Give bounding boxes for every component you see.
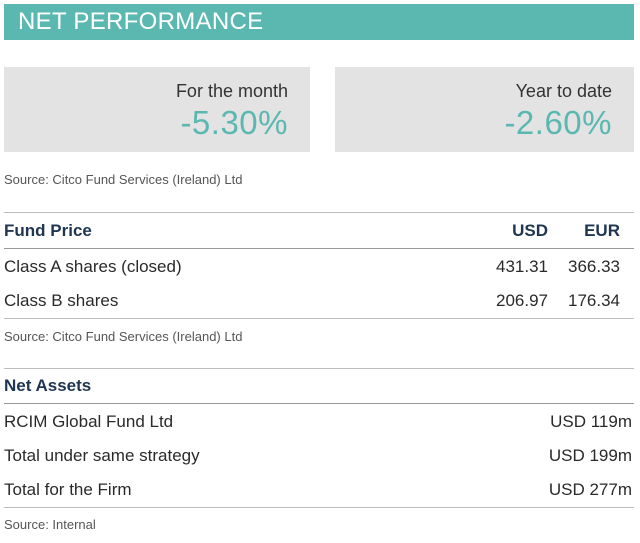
eur-price: 176.34 xyxy=(568,291,620,310)
divider xyxy=(4,248,634,249)
divider xyxy=(4,368,634,369)
col-eur-header: EUR xyxy=(584,221,620,240)
table-row: RCIM Global Fund Ltd USD 119m xyxy=(4,405,634,439)
performance-source: Source: Citco Fund Services (Ireland) Lt… xyxy=(4,172,243,187)
net-assets-source: Source: Internal xyxy=(4,517,96,532)
ytd-value: -2.60% xyxy=(504,104,612,141)
usd-price: 206.97 xyxy=(496,291,548,310)
month-performance-card: For the month -5.30% xyxy=(4,67,310,152)
divider xyxy=(4,212,634,213)
share-class-name: Class A shares (closed) xyxy=(4,257,182,276)
eur-price: 366.33 xyxy=(568,257,620,276)
usd-price: 431.31 xyxy=(496,257,548,276)
asset-name: RCIM Global Fund Ltd xyxy=(4,412,174,431)
asset-name: Total under same strategy xyxy=(4,446,200,465)
table-row: Total under same strategy USD 199m xyxy=(4,439,634,473)
month-label: For the month xyxy=(175,81,288,101)
ytd-label: Year to date xyxy=(515,81,612,101)
table-row: Total for the Firm USD 277m xyxy=(4,473,634,507)
month-value: -5.30% xyxy=(180,104,288,141)
fund-price-source: Source: Citco Fund Services (Ireland) Lt… xyxy=(4,329,243,344)
table-row: Class A shares (closed) 431.31 366.33 xyxy=(4,250,634,284)
asset-name: Total for the Firm xyxy=(4,480,132,499)
net-assets-header-row: Net Assets xyxy=(4,369,634,403)
col-usd-header: USD xyxy=(512,221,548,240)
asset-value: USD 199m xyxy=(548,446,632,465)
net-assets-title: Net Assets xyxy=(4,376,92,395)
divider xyxy=(4,318,634,319)
fund-price-header-row: Fund Price USD EUR xyxy=(4,214,634,248)
asset-value: USD 277m xyxy=(548,480,632,499)
divider xyxy=(4,507,634,508)
fund-price-title: Fund Price xyxy=(4,221,92,240)
divider xyxy=(4,403,634,404)
table-row: Class B shares 206.97 176.34 xyxy=(4,284,634,318)
ytd-performance-card: Year to date -2.60% xyxy=(335,67,634,152)
section-title: NET PERFORMANCE xyxy=(4,4,634,40)
share-class-name: Class B shares xyxy=(4,291,119,310)
asset-value: USD 119m xyxy=(550,412,632,431)
